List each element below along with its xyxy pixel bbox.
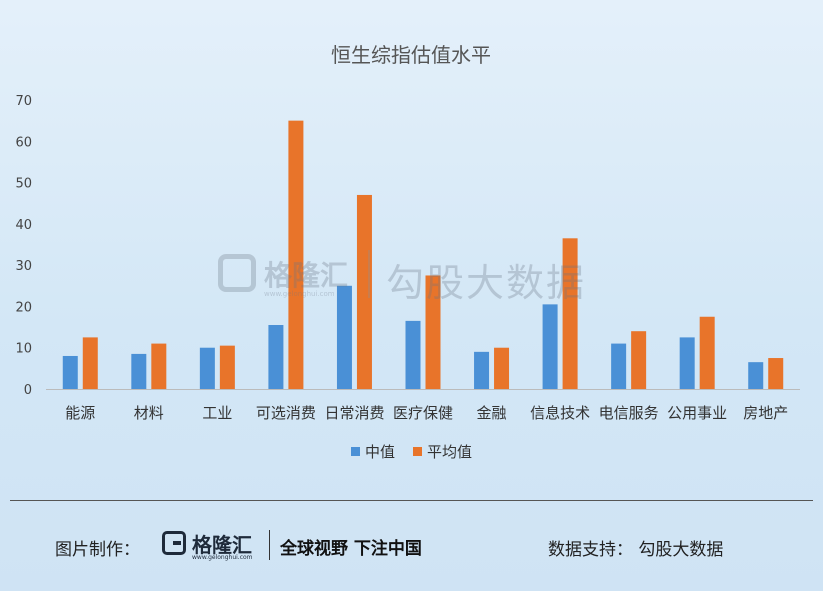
x-tick-label: 金融 <box>477 404 507 422</box>
chart: 恒生综指估值水平 0 10 20 30 40 50 60 70 能源 材料 工业 可选消费 日常消费医… <box>15 43 800 461</box>
bar-mean <box>494 347 510 389</box>
bar-median <box>474 351 490 389</box>
credit-label: 图片制作： <box>55 540 140 560</box>
legend-swatch <box>351 447 360 456</box>
y-tick-label: 60 <box>15 135 32 150</box>
y-tick-label: 70 <box>15 94 32 109</box>
bar-median <box>336 285 352 389</box>
bar-median <box>131 353 147 389</box>
bar-mean <box>631 331 647 389</box>
chart-title: 恒生综指估值水平 <box>331 43 491 67</box>
y-tick-label: 30 <box>15 259 32 274</box>
y-tick-label: 20 <box>15 300 32 315</box>
x-tick-label: 工业 <box>202 404 232 422</box>
bar-mean <box>288 120 304 390</box>
bar-median <box>405 320 421 389</box>
footer-separator <box>269 530 270 560</box>
data-support-text: 数据支持： 勾股大数据 <box>548 540 724 560</box>
bar-median <box>62 355 78 389</box>
bars <box>62 120 784 390</box>
x-tick-label: 信息技术 <box>530 404 590 422</box>
bar-mean <box>562 238 578 389</box>
x-axis: 能源 材料 工业 可选消费 日常消费 医疗保健 金融 信息技术 电信服务 公用事业 房地产 <box>65 404 788 422</box>
y-tick-label: 50 <box>15 177 32 192</box>
x-tick-label: 材料 <box>134 404 164 422</box>
x-tick-label: 房地产 <box>743 404 788 422</box>
bar-mean <box>82 337 98 389</box>
brand-slogan: 全球视野 下注中国 <box>280 539 422 559</box>
footer-divider <box>10 500 813 501</box>
y-tick-label: 10 <box>15 342 32 357</box>
x-tick-label: 公用事业 <box>667 404 727 422</box>
y-axis: 0 10 20 30 40 50 60 70 <box>15 94 32 398</box>
y-tick-label: 0 <box>24 383 32 398</box>
bar-median <box>542 304 558 389</box>
brand-logo-url: www.gelonghui.com <box>192 554 253 561</box>
x-tick-label: 医疗保健 <box>393 404 453 422</box>
x-tick-label: 电信服务 <box>599 404 659 422</box>
x-tick-label: 能源 <box>65 404 95 422</box>
bar-median <box>199 347 215 389</box>
x-tick-label: 可选消费 <box>256 404 316 422</box>
legend: 中值 平均值 <box>351 443 472 461</box>
bar-median <box>611 343 627 389</box>
bar-median <box>679 337 695 389</box>
brand-logo-text: 格隆汇 <box>192 533 252 557</box>
brand-logo-icon <box>162 531 186 555</box>
bar-mean <box>219 345 235 389</box>
legend-label: 平均值 <box>427 443 472 461</box>
footer: 图片制作： 格隆汇 www.gelonghui.com 全球视野 下注中国 数据… <box>0 500 823 591</box>
bar-mean <box>425 275 441 389</box>
x-tick-label: 日常消费 <box>324 404 384 422</box>
bar-median <box>748 362 764 389</box>
y-tick-label: 40 <box>15 218 32 233</box>
legend-swatch <box>413 447 422 456</box>
bar-mean <box>356 194 372 389</box>
bar-mean <box>768 358 784 389</box>
bar-mean <box>151 343 167 389</box>
bar-median <box>268 325 284 389</box>
bar-mean <box>699 316 715 389</box>
legend-label: 中值 <box>365 443 395 461</box>
